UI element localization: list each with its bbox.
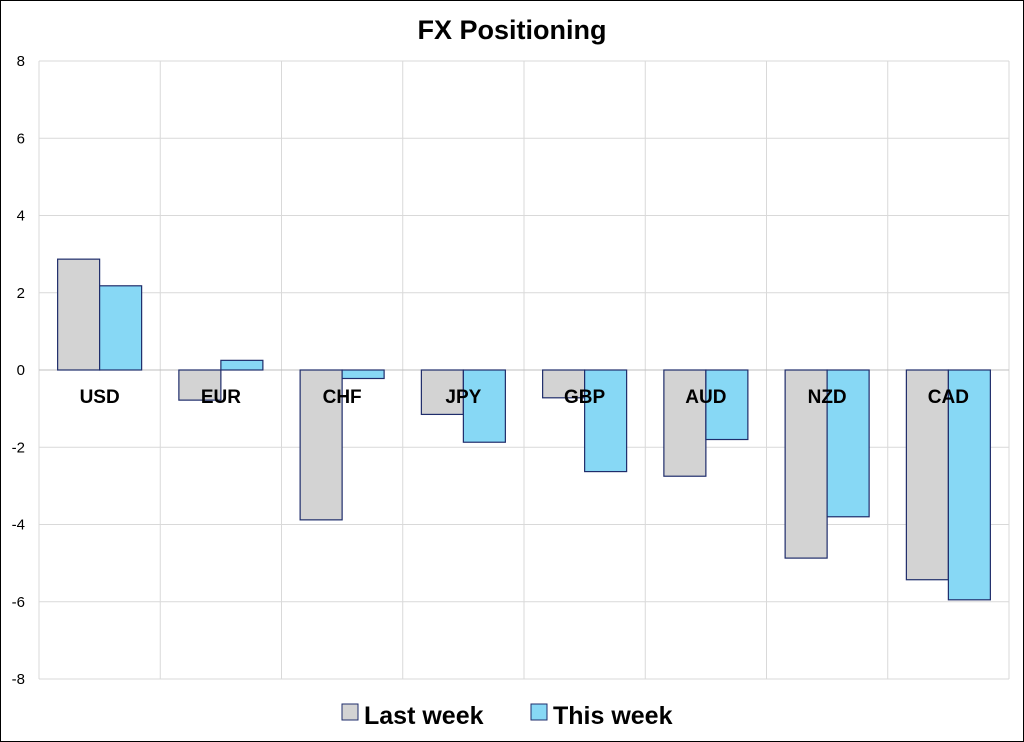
category-label-usd: USD (80, 387, 120, 408)
bar-aud-this-week (705, 369, 749, 441)
category-label-cad: CAD (928, 387, 969, 408)
category-label-gbp: GBP (564, 387, 606, 408)
y-tick-label: -8 (12, 671, 25, 688)
legend-swatch-this-week (530, 703, 548, 721)
bar-usd-last-week (57, 258, 101, 371)
y-tick-label: 6 (17, 130, 25, 147)
legend-label-this-week: This week (553, 702, 673, 730)
bar-cad-this-week (947, 369, 991, 601)
bar-gbp-this-week (584, 369, 628, 473)
bars (57, 258, 991, 601)
category-label-jpy: JPY (445, 387, 481, 408)
bar-nzd-this-week (826, 369, 870, 518)
bar-usd-this-week (99, 285, 143, 371)
y-tick-label: -4 (12, 517, 25, 534)
category-label-nzd: NZD (808, 387, 847, 408)
bar-cad-last-week (905, 369, 949, 581)
y-axis-ticks: 8 6 4 2 0 -2 -4 -6 -8 (12, 53, 25, 688)
category-label-chf: CHF (323, 387, 362, 408)
y-tick-label: 0 (17, 362, 25, 379)
bar-nzd-last-week (784, 369, 828, 559)
grid (38, 60, 1010, 680)
bar-chf-this-week (341, 369, 385, 380)
legend-swatch-last-week (341, 703, 359, 721)
y-tick-label: 4 (17, 208, 25, 225)
category-label-aud: AUD (685, 387, 726, 408)
legend: Last week This week (341, 702, 673, 730)
bar-chf-last-week (299, 369, 343, 521)
bar-jpy-last-week (420, 369, 464, 416)
y-tick-label: 8 (17, 53, 25, 70)
legend-label-last-week: Last week (364, 702, 484, 730)
y-tick-label: 2 (17, 285, 25, 302)
bar-eur-last-week (178, 369, 222, 401)
bar-aud-last-week (663, 369, 707, 477)
y-tick-label: -6 (12, 594, 25, 611)
bar-eur-this-week (220, 359, 264, 371)
category-labels: USD EUR CHF JPY GBP AUD NZD CAD (80, 387, 969, 408)
bar-jpy-this-week (462, 369, 506, 443)
y-tick-label: -2 (12, 439, 25, 456)
chart-title: FX Positioning (418, 15, 607, 45)
category-label-eur: EUR (201, 387, 241, 408)
bar-gbp-last-week (542, 369, 586, 399)
